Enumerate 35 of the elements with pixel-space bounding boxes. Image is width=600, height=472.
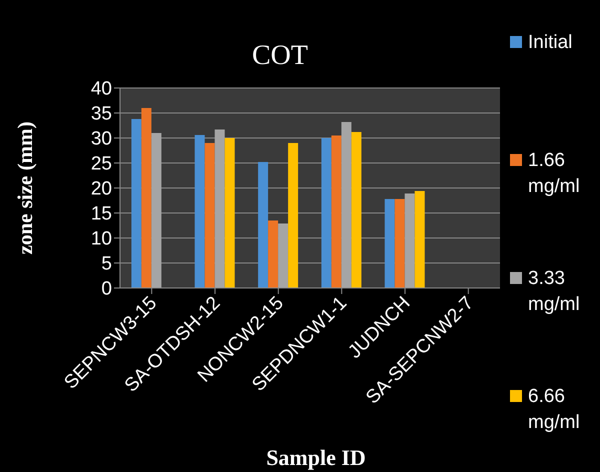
bar <box>394 199 405 288</box>
bar <box>268 220 278 288</box>
legend-label: Initial <box>528 31 572 55</box>
bar <box>194 135 205 288</box>
y-tick-label: 25 <box>90 154 112 175</box>
y-tick-label: 0 <box>101 278 112 300</box>
legend-label: 3.33 mg/ml <box>528 267 581 317</box>
y-tick-label: 35 <box>90 104 112 125</box>
bar <box>278 224 288 288</box>
y-tick-label: 15 <box>90 204 112 225</box>
chart-title: COT <box>252 40 308 71</box>
bar <box>331 136 342 288</box>
bar <box>258 162 268 288</box>
bar <box>404 194 415 288</box>
bar <box>151 133 162 288</box>
y-tick-label: 20 <box>90 178 112 200</box>
bar <box>351 132 362 288</box>
bar <box>131 119 142 288</box>
bar <box>214 130 225 288</box>
legend-label: 6.66 mg/ml <box>528 385 581 435</box>
bar <box>321 138 332 288</box>
bar <box>204 143 215 288</box>
y-tick-label: 30 <box>90 128 112 150</box>
y-axis-title: zone size (mm) <box>13 122 37 254</box>
y-tick-label: 40 <box>90 78 112 100</box>
legend-label: 1.66 mg/ml <box>528 149 581 199</box>
x-axis-title: Sample ID <box>266 445 366 470</box>
bar <box>414 191 425 288</box>
bar <box>384 199 395 288</box>
bar <box>341 122 352 288</box>
bar <box>288 143 298 288</box>
bar <box>141 108 152 288</box>
y-tick-label: 5 <box>101 254 112 275</box>
bar <box>224 138 235 288</box>
y-tick-label: 10 <box>90 228 112 250</box>
